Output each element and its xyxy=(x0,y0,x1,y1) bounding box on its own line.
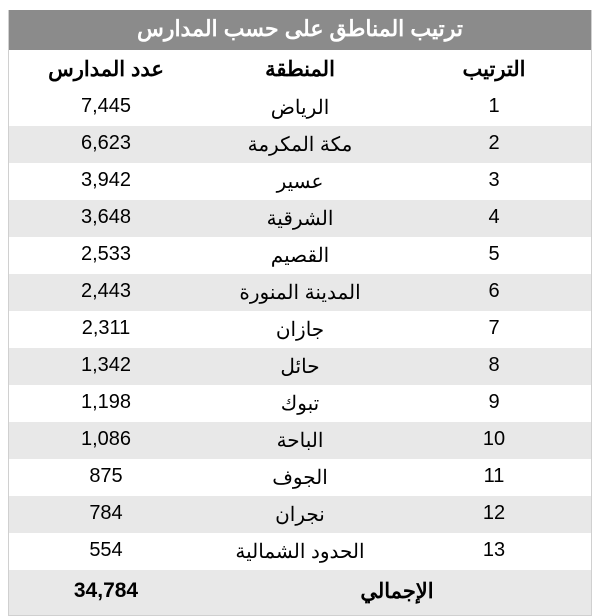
table-row: 2مكة المكرمة6,623 xyxy=(9,126,591,163)
cell-count: 1,342 xyxy=(9,348,203,385)
cell-region: الرياض xyxy=(203,89,397,126)
cell-rank: 11 xyxy=(397,459,591,496)
cell-rank: 2 xyxy=(397,126,591,163)
table-header-row: الترتيب المنطقة عدد المدارس xyxy=(9,50,591,89)
table-row: 5القصيم2,533 xyxy=(9,237,591,274)
table-row: 6المدينة المنورة2,443 xyxy=(9,274,591,311)
table-row: 13الحدود الشمالية554 xyxy=(9,533,591,570)
total-row: الإجمالي 34,784 xyxy=(9,570,591,615)
table-row: 3عسير3,942 xyxy=(9,163,591,200)
ranking-table: ترتيب المناطق على حسب المدارس الترتيب ال… xyxy=(8,10,592,616)
table-row: 10الباحة1,086 xyxy=(9,422,591,459)
table-row: 4الشرقية3,648 xyxy=(9,200,591,237)
cell-rank: 9 xyxy=(397,385,591,422)
cell-count: 1,086 xyxy=(9,422,203,459)
cell-rank: 4 xyxy=(397,200,591,237)
cell-region: عسير xyxy=(203,163,397,200)
cell-region: تبوك xyxy=(203,385,397,422)
cell-region: الجوف xyxy=(203,459,397,496)
cell-rank: 1 xyxy=(397,89,591,126)
cell-rank: 5 xyxy=(397,237,591,274)
cell-count: 554 xyxy=(9,533,203,570)
cell-rank: 8 xyxy=(397,348,591,385)
cell-count: 2,533 xyxy=(9,237,203,274)
cell-rank: 10 xyxy=(397,422,591,459)
cell-count: 6,623 xyxy=(9,126,203,163)
cell-region: المدينة المنورة xyxy=(203,274,397,311)
header-region: المنطقة xyxy=(203,50,397,89)
cell-region: الباحة xyxy=(203,422,397,459)
cell-region: الحدود الشمالية xyxy=(203,533,397,570)
total-value: 34,784 xyxy=(9,570,203,615)
table-body: 1الرياض7,4452مكة المكرمة6,6233عسير3,9424… xyxy=(9,89,591,570)
table-title: ترتيب المناطق على حسب المدارس xyxy=(9,10,591,50)
cell-rank: 7 xyxy=(397,311,591,348)
table-row: 1الرياض7,445 xyxy=(9,89,591,126)
header-count: عدد المدارس xyxy=(9,50,203,89)
cell-region: جازان xyxy=(203,311,397,348)
table-row: 7جازان2,311 xyxy=(9,311,591,348)
cell-count: 2,443 xyxy=(9,274,203,311)
cell-region: مكة المكرمة xyxy=(203,126,397,163)
table-row: 12نجران784 xyxy=(9,496,591,533)
cell-count: 3,942 xyxy=(9,163,203,200)
cell-region: نجران xyxy=(203,496,397,533)
cell-count: 3,648 xyxy=(9,200,203,237)
cell-rank: 12 xyxy=(397,496,591,533)
cell-rank: 6 xyxy=(397,274,591,311)
cell-region: الشرقية xyxy=(203,200,397,237)
cell-rank: 3 xyxy=(397,163,591,200)
table-row: 9تبوك1,198 xyxy=(9,385,591,422)
header-rank: الترتيب xyxy=(397,50,591,89)
cell-count: 784 xyxy=(9,496,203,533)
cell-rank: 13 xyxy=(397,533,591,570)
table-row: 8حائل1,342 xyxy=(9,348,591,385)
total-label: الإجمالي xyxy=(203,570,591,615)
cell-count: 1,198 xyxy=(9,385,203,422)
cell-count: 7,445 xyxy=(9,89,203,126)
cell-count: 875 xyxy=(9,459,203,496)
table-row: 11الجوف875 xyxy=(9,459,591,496)
cell-region: حائل xyxy=(203,348,397,385)
cell-count: 2,311 xyxy=(9,311,203,348)
cell-region: القصيم xyxy=(203,237,397,274)
